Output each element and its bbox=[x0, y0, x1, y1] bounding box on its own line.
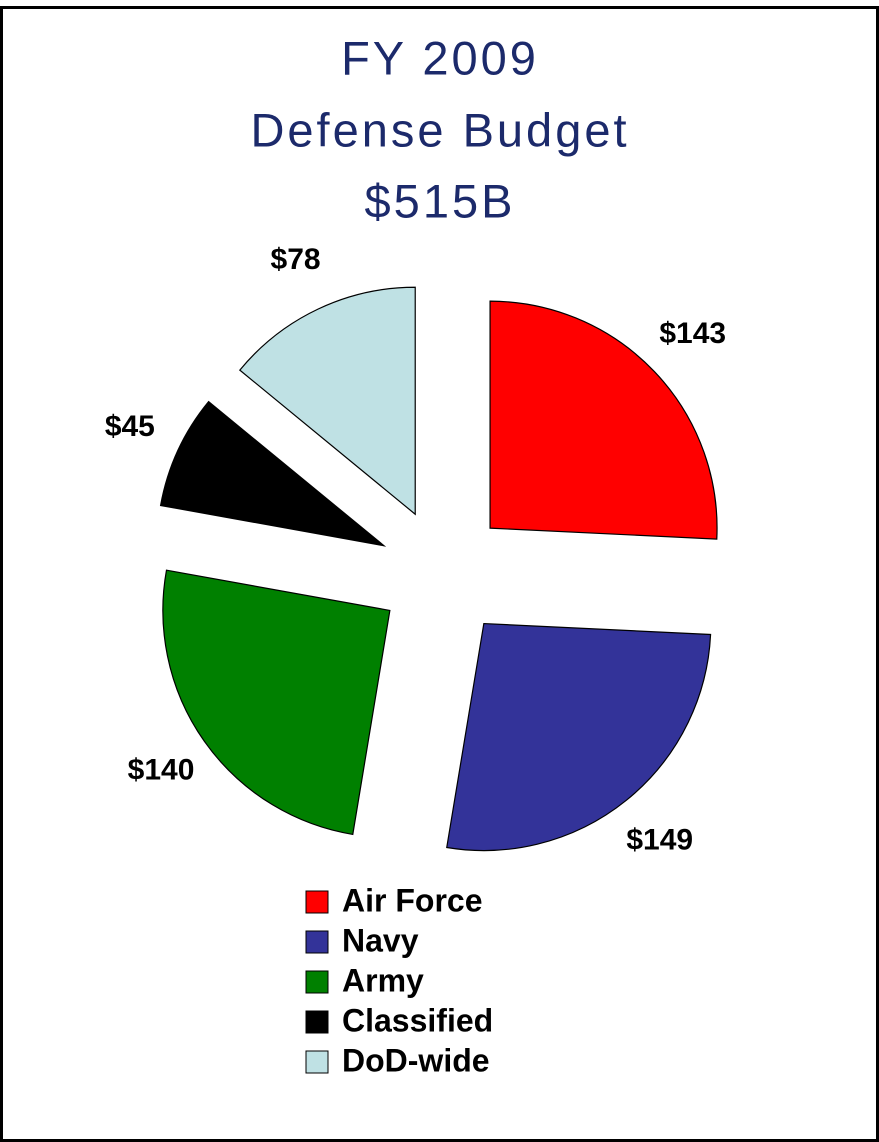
pie-slice bbox=[489, 300, 718, 540]
data-label: $45 bbox=[105, 410, 155, 443]
chart-title: Defense Budget bbox=[250, 103, 629, 156]
frame bbox=[0, 6, 879, 1142]
legend-label: DoD-wide bbox=[342, 1042, 490, 1078]
data-label: $143 bbox=[659, 317, 726, 350]
pie-slice bbox=[162, 569, 391, 836]
legend-label: Army bbox=[342, 962, 424, 998]
legend-label: Navy bbox=[342, 922, 419, 958]
legend-swatch bbox=[305, 1010, 329, 1034]
legend-label: Air Force bbox=[342, 882, 482, 918]
pie-slice bbox=[446, 622, 712, 852]
legend-swatch bbox=[305, 970, 329, 994]
pie-slice bbox=[238, 286, 416, 516]
legend-swatch bbox=[305, 930, 329, 954]
legend-label: Classified bbox=[342, 1002, 493, 1038]
legend-swatch bbox=[305, 890, 329, 914]
legend-swatch bbox=[305, 1050, 329, 1074]
chart-title: FY 2009 bbox=[341, 31, 539, 84]
pie-slice bbox=[159, 400, 387, 547]
data-label: $149 bbox=[626, 823, 693, 856]
data-label: $140 bbox=[128, 754, 195, 787]
chart-title: $515B bbox=[365, 174, 516, 227]
data-label: $78 bbox=[271, 243, 321, 276]
